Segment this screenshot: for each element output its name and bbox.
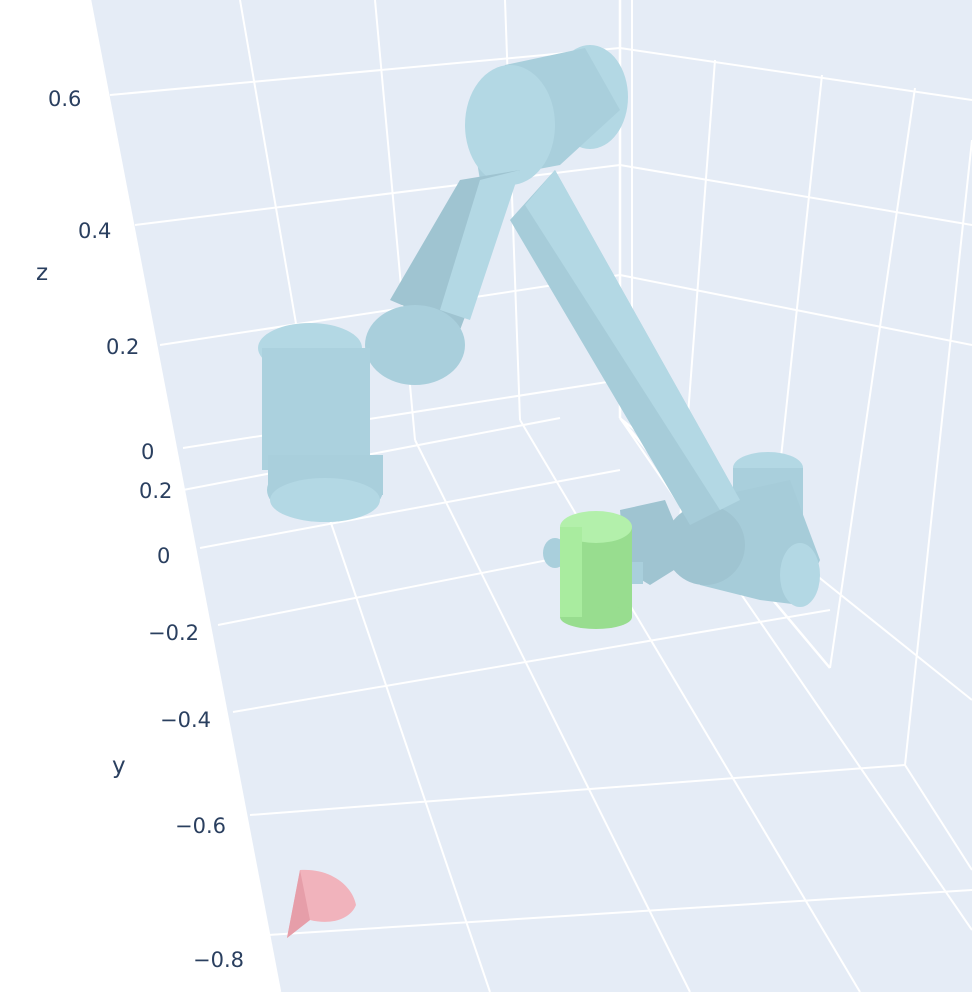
z-axis-title: z (36, 260, 48, 286)
robot-base (665, 452, 820, 607)
y-tick-label: −0.2 (148, 621, 199, 645)
y-tick-label: 0 (157, 544, 170, 568)
green-cylinder[interactable] (560, 511, 632, 629)
y-tick-label: −0.8 (193, 948, 244, 972)
pink-cone[interactable] (287, 869, 356, 938)
y-tick-label: 0.2 (139, 479, 172, 503)
robot-wrist (258, 305, 465, 522)
z-tick-label: 0.4 (78, 219, 111, 243)
y-tick-label: −0.4 (160, 708, 211, 732)
z-gridlines (109, 47, 972, 449)
z-tick-label: 0.6 (48, 87, 81, 111)
robot-arm[interactable] (258, 45, 820, 607)
z-tick-label: 0 (141, 440, 154, 464)
robot-elbow (465, 45, 628, 185)
y-tick-label: −0.6 (175, 814, 226, 838)
z-tick-label: 0.2 (106, 335, 139, 359)
y-axis-title: y (112, 753, 126, 779)
